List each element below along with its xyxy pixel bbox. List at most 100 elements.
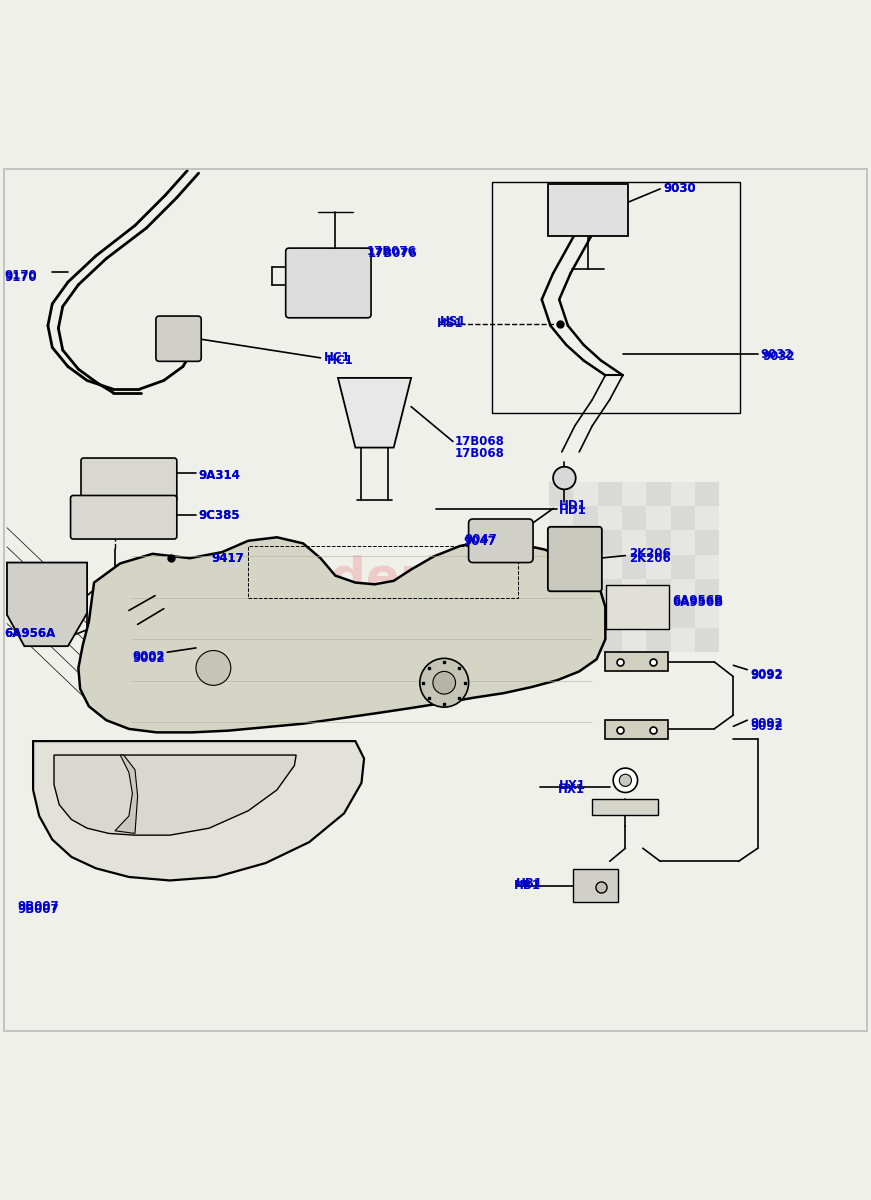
Bar: [573, 628, 598, 653]
Text: 9092: 9092: [751, 718, 784, 730]
Text: 9047: 9047: [463, 535, 496, 548]
Bar: [646, 481, 671, 506]
Text: 9092: 9092: [751, 720, 784, 733]
Circle shape: [613, 768, 638, 792]
Bar: [598, 506, 622, 530]
Bar: [622, 554, 646, 580]
Polygon shape: [7, 563, 87, 646]
Polygon shape: [338, 378, 411, 448]
Bar: [695, 554, 719, 580]
Text: 9030: 9030: [664, 182, 696, 196]
Text: HC1: HC1: [327, 354, 354, 367]
Text: 9B007: 9B007: [17, 900, 59, 913]
Bar: [598, 580, 622, 604]
Polygon shape: [33, 742, 364, 881]
Polygon shape: [54, 755, 296, 835]
Text: HS1: HS1: [437, 317, 463, 330]
Text: 6A956A: 6A956A: [4, 626, 56, 640]
FancyBboxPatch shape: [81, 458, 177, 502]
Text: 2K206: 2K206: [629, 552, 671, 565]
Bar: [671, 481, 695, 506]
FancyBboxPatch shape: [605, 653, 668, 672]
Text: 17B068: 17B068: [455, 434, 504, 448]
Text: 9417: 9417: [212, 552, 245, 565]
Text: 9002: 9002: [132, 650, 165, 664]
Bar: [695, 530, 719, 554]
Bar: [573, 554, 598, 580]
Circle shape: [196, 650, 231, 685]
Bar: [646, 580, 671, 604]
FancyBboxPatch shape: [605, 720, 668, 739]
FancyBboxPatch shape: [606, 586, 669, 629]
Text: 9092: 9092: [751, 670, 784, 683]
Text: 6A956B: 6A956B: [672, 596, 724, 610]
Text: HD1: HD1: [559, 504, 587, 517]
Text: 9047: 9047: [464, 533, 497, 546]
FancyBboxPatch shape: [286, 248, 371, 318]
Polygon shape: [78, 538, 605, 732]
Text: 9092: 9092: [751, 667, 784, 680]
Text: HD1: HD1: [559, 499, 587, 512]
Circle shape: [420, 659, 469, 707]
Circle shape: [619, 774, 631, 786]
Circle shape: [553, 467, 576, 490]
Text: 9032: 9032: [762, 349, 794, 362]
Bar: [671, 580, 695, 604]
Bar: [695, 506, 719, 530]
Bar: [671, 506, 695, 530]
Text: 9030: 9030: [664, 182, 696, 196]
Text: HX1: HX1: [559, 779, 586, 792]
Text: 9170: 9170: [4, 271, 37, 284]
Text: HB1: HB1: [514, 880, 541, 892]
Circle shape: [433, 672, 456, 694]
Text: HS1: HS1: [440, 314, 466, 328]
Text: 2K206: 2K206: [629, 547, 671, 560]
Bar: [622, 604, 646, 628]
Bar: [573, 604, 598, 628]
Bar: [598, 530, 622, 554]
Text: replacement parts: replacement parts: [261, 610, 453, 629]
Bar: [598, 554, 622, 580]
Bar: [671, 554, 695, 580]
Bar: [622, 506, 646, 530]
Bar: [622, 481, 646, 506]
Bar: [671, 604, 695, 628]
Text: 6A956A: 6A956A: [4, 626, 56, 640]
Text: 9002: 9002: [132, 652, 165, 665]
Text: 9417: 9417: [212, 552, 245, 565]
Text: 6A956B: 6A956B: [672, 594, 724, 606]
Bar: [646, 554, 671, 580]
Bar: [695, 580, 719, 604]
Bar: [573, 580, 598, 604]
Bar: [646, 506, 671, 530]
Text: 9A314: 9A314: [199, 469, 240, 482]
Bar: [598, 628, 622, 653]
Bar: [671, 628, 695, 653]
Bar: [573, 481, 598, 506]
Bar: [549, 628, 573, 653]
FancyBboxPatch shape: [548, 527, 602, 592]
FancyBboxPatch shape: [573, 869, 618, 902]
Text: 9170: 9170: [4, 270, 37, 282]
Bar: [622, 580, 646, 604]
Bar: [646, 530, 671, 554]
FancyBboxPatch shape: [469, 518, 533, 563]
Bar: [695, 628, 719, 653]
FancyBboxPatch shape: [71, 496, 177, 539]
Bar: [695, 604, 719, 628]
Bar: [549, 604, 573, 628]
Text: HC1: HC1: [324, 352, 351, 365]
Bar: [573, 506, 598, 530]
Bar: [598, 481, 622, 506]
Bar: [695, 481, 719, 506]
Bar: [622, 530, 646, 554]
Text: HX1: HX1: [557, 782, 584, 796]
Bar: [549, 481, 573, 506]
Bar: [549, 554, 573, 580]
Bar: [549, 506, 573, 530]
Bar: [549, 530, 573, 554]
FancyBboxPatch shape: [156, 316, 201, 361]
Text: 17B076: 17B076: [367, 245, 416, 258]
Text: 9B007: 9B007: [17, 902, 59, 916]
FancyBboxPatch shape: [592, 799, 658, 815]
